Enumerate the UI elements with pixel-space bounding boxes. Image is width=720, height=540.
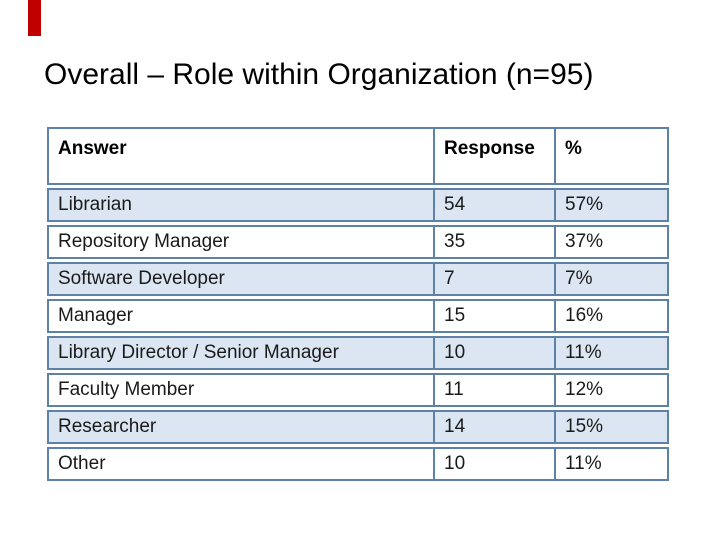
- response-cell: 11: [435, 373, 556, 407]
- column-header-percent: %: [556, 127, 669, 185]
- header-row: Answer Response %: [47, 127, 669, 185]
- red-accent-bar: [28, 0, 41, 36]
- slide-title: Overall – Role within Organization (n=95…: [44, 58, 594, 91]
- table-row: Repository Manager 35 37%: [47, 225, 669, 259]
- table-row: Software Developer 7 7%: [47, 262, 669, 296]
- response-cell: 15: [435, 299, 556, 333]
- results-table: Answer Response % Librarian 54 57% Repos…: [47, 124, 669, 484]
- answer-cell: Manager: [47, 299, 435, 333]
- answer-cell: Repository Manager: [47, 225, 435, 259]
- table-row: Researcher 14 15%: [47, 410, 669, 444]
- answer-cell: Library Director / Senior Manager: [47, 336, 435, 370]
- answer-cell: Software Developer: [47, 262, 435, 296]
- percent-cell: 11%: [556, 336, 669, 370]
- percent-cell: 11%: [556, 447, 669, 481]
- response-cell: 35: [435, 225, 556, 259]
- percent-cell: 37%: [556, 225, 669, 259]
- column-header-response: Response: [435, 127, 556, 185]
- response-cell: 54: [435, 188, 556, 222]
- column-header-answer: Answer: [47, 127, 435, 185]
- percent-cell: 15%: [556, 410, 669, 444]
- percent-cell: 57%: [556, 188, 669, 222]
- table-row: Manager 15 16%: [47, 299, 669, 333]
- response-cell: 14: [435, 410, 556, 444]
- answer-cell: Other: [47, 447, 435, 481]
- table-row: Library Director / Senior Manager 10 11%: [47, 336, 669, 370]
- table-row: Faculty Member 11 12%: [47, 373, 669, 407]
- response-cell: 10: [435, 447, 556, 481]
- response-cell: 7: [435, 262, 556, 296]
- answer-cell: Faculty Member: [47, 373, 435, 407]
- percent-cell: 16%: [556, 299, 669, 333]
- table-row: Librarian 54 57%: [47, 188, 669, 222]
- table-row: Other 10 11%: [47, 447, 669, 481]
- answer-cell: Librarian: [47, 188, 435, 222]
- percent-cell: 7%: [556, 262, 669, 296]
- percent-cell: 12%: [556, 373, 669, 407]
- response-cell: 10: [435, 336, 556, 370]
- answer-cell: Researcher: [47, 410, 435, 444]
